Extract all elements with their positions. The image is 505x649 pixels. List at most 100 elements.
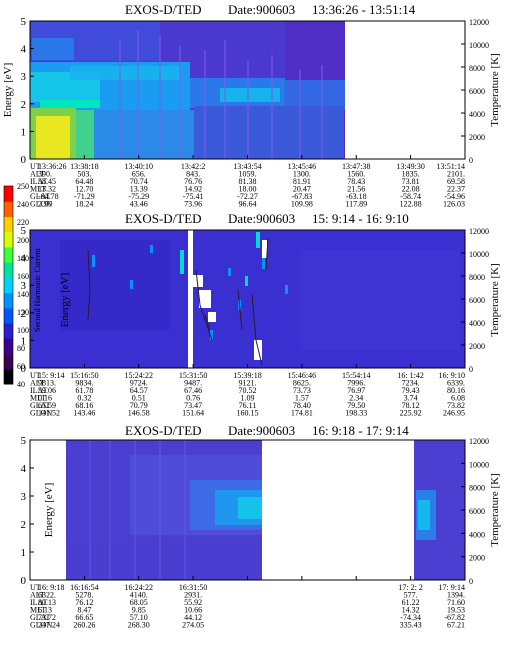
ephemeris-value: 4140. <box>130 591 148 600</box>
y2-tick-label: 4000 <box>469 319 485 328</box>
ephemeris-row-label: MLT <box>30 606 46 615</box>
colorbar-swatch <box>4 368 13 385</box>
ephemeris-value: 43.46 <box>130 200 148 209</box>
ephemeris-value: 9121. <box>239 379 257 388</box>
ephemeris-value: 64.48 <box>75 177 93 186</box>
ephemeris-value: 65.59 <box>38 401 56 410</box>
ephemeris-value: 198.33 <box>345 409 367 418</box>
ephemeris-value: 13:45:46 <box>288 162 316 171</box>
ephemeris-value: -71.29 <box>74 192 95 201</box>
colorbar-tick-label: 80 <box>17 344 25 353</box>
ephemeris-value: 268.30 <box>128 621 150 630</box>
ephemeris-value: 9724. <box>130 379 148 388</box>
ephemeris-value: 13:51:14 <box>437 162 465 171</box>
y2-tick-label: 8000 <box>469 64 485 73</box>
ephemeris-row-label: GLON <box>30 621 52 630</box>
ephemeris-value: 274.05 <box>182 621 204 630</box>
panel-2: EXOS-D/TED Date:900603 15: 9:14 - 16: 9:… <box>21 211 502 418</box>
panel-1: EXOS-D/TED Date:900603 13:36:26 - 13:51:… <box>2 2 501 209</box>
ephemeris-value: 0.51 <box>132 394 146 403</box>
colorbar-swatch <box>4 292 13 309</box>
y-tick-label: 3 <box>21 71 27 83</box>
ephemeris-value: 22.08 <box>402 185 420 194</box>
ephemeris-value: 13:40:10 <box>125 162 153 171</box>
panel-2-y2-axis-label: Temperature [K] <box>489 263 501 336</box>
ephemeris-value: 19.53 <box>447 606 465 615</box>
ephemeris-value: 61.22 <box>402 598 420 607</box>
ephemeris-value: 68.05 <box>130 598 148 607</box>
ephemeris-value: -75.29 <box>128 192 149 201</box>
ephemeris-value: 7234. <box>402 379 420 388</box>
ephemeris-value: 577. <box>404 591 418 600</box>
ephemeris-value: 656. <box>132 170 146 179</box>
y-tick-label: 5 <box>21 225 27 237</box>
y2-tick-label: 2000 <box>469 342 485 351</box>
colorbar-swatch <box>4 186 13 202</box>
colorbar-swatch <box>4 338 13 355</box>
colorbar-tick-label: 60 <box>17 362 25 371</box>
panel-1-title: EXOS-D/TED <box>125 2 202 17</box>
ephemeris-value: 14.92 <box>184 185 202 194</box>
ephemeris-value: 79.43 <box>402 386 420 395</box>
ephemeris-value: 15: 9:14 <box>38 371 64 380</box>
panel-2-y-axis-label: Energy [eV] <box>59 273 71 327</box>
panel-3-spectrogram <box>66 440 465 580</box>
ephemeris-value: 151.64 <box>182 409 204 418</box>
ephemeris-value: 16: 9:18 <box>38 583 64 592</box>
ephemeris-value: 146.58 <box>128 409 150 418</box>
y-tick-label: 1 <box>21 335 27 347</box>
y2-tick-label: 4000 <box>469 530 485 539</box>
ephemeris-value: 81.38 <box>239 177 257 186</box>
y2-tick-label: 12000 <box>469 18 489 27</box>
ephemeris-value: 76.11 <box>239 401 257 410</box>
ephemeris-value: 13:42:2 <box>181 162 205 171</box>
ephemeris-value: 12.70 <box>75 185 93 194</box>
y-tick-label: 3 <box>21 491 27 503</box>
ephemeris-value: 390. <box>38 170 52 179</box>
ephemeris-value: 76.76 <box>184 177 202 186</box>
y2-tick-label: 10000 <box>469 250 489 259</box>
ephemeris-value: 13:43:54 <box>233 162 261 171</box>
ephemeris-value: 16:16:54 <box>70 583 98 592</box>
colorbar-tick-label: 200 <box>17 236 29 245</box>
ephemeris-value: 174.81 <box>291 409 313 418</box>
ephemeris-value: -75.41 <box>183 192 204 201</box>
ephemeris-value: 9813. <box>38 379 56 388</box>
y2-tick-label: 10000 <box>469 41 489 50</box>
y-tick-label: 4 <box>21 463 27 475</box>
ephemeris-value: 58.45 <box>38 177 56 186</box>
ephemeris-value: 13:36:26 <box>38 162 66 171</box>
y2-tick-label: 10000 <box>469 460 489 469</box>
y-tick-label: 0 <box>21 363 27 375</box>
ephemeris-value: 78.12 <box>402 401 420 410</box>
panel-3-date: Date:900603 <box>228 423 295 438</box>
ephemeris-value: -63.18 <box>346 192 367 201</box>
ephemeris-value: 6.08 <box>451 394 465 403</box>
ephemeris-row-label: MLT <box>30 185 46 194</box>
colorbar-tick-label: 160 <box>17 272 29 281</box>
ephemeris-value: 78.40 <box>293 401 311 410</box>
ephemeris-value: -74.34 <box>400 613 421 622</box>
ephemeris-value: 2931. <box>184 591 202 600</box>
ephemeris-value: 6322. <box>38 591 56 600</box>
ephemeris-value: 1.09 <box>241 394 255 403</box>
ephemeris-value: 44.12 <box>184 613 202 622</box>
ephemeris-row-label: ALT <box>30 591 45 600</box>
colorbar-tick-label: 240 <box>17 200 29 209</box>
y-tick-label: 0 <box>21 154 27 166</box>
y2-tick-label: 0 <box>469 156 473 165</box>
ephemeris-value: 247.24 <box>38 621 60 630</box>
ephemeris-row-label: GLON <box>30 409 52 418</box>
ephemeris-value: 117.89 <box>345 200 367 209</box>
ephemeris-value: 73.81 <box>402 177 420 186</box>
ephemeris-value: 503. <box>77 170 91 179</box>
y2-tick-label: 0 <box>469 365 473 374</box>
y-tick-label: 2 <box>21 99 27 111</box>
ephemeris-value: 160.15 <box>237 409 259 418</box>
ephemeris-value: 1059. <box>239 170 257 179</box>
ephemeris-value: 57.10 <box>130 613 148 622</box>
y-tick-label: 5 <box>21 16 27 28</box>
panel-3: EXOS-D/TED Date:900603 16: 9:18 - 17: 9:… <box>21 423 502 630</box>
